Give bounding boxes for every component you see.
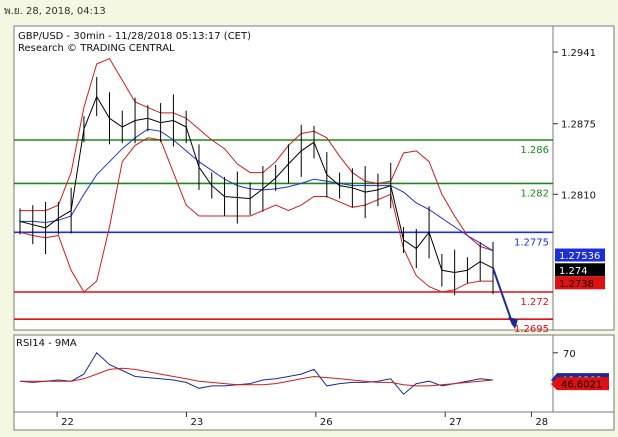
time-tick-label: 28 bbox=[535, 417, 548, 428]
rsi-tick-label: 70 bbox=[563, 349, 576, 360]
price-close-line bbox=[19, 95, 494, 274]
rsi-tag-box bbox=[551, 377, 609, 391]
price-tag-box bbox=[555, 263, 605, 277]
rsi-ma-line bbox=[20, 367, 494, 387]
price-tag-box bbox=[555, 276, 605, 290]
price-tag-label: 1.2738 bbox=[559, 279, 594, 290]
rsi-tag-label: 46.6021 bbox=[561, 380, 602, 391]
moving-average-line bbox=[20, 128, 494, 252]
header-date-time: พ.ย. 28, 2018, 04:13 bbox=[4, 6, 106, 17]
bollinger-lower-line bbox=[19, 137, 493, 293]
bollinger-upper-line bbox=[20, 57, 494, 252]
price-panel bbox=[13, 25, 554, 331]
price-tag-label: 1.274 bbox=[559, 266, 588, 277]
time-tick-label: 27 bbox=[449, 417, 462, 428]
price-tick-label: 1.2941 bbox=[561, 48, 596, 59]
time-tick-label: 22 bbox=[61, 417, 74, 428]
time-tick-label: 26 bbox=[320, 417, 333, 428]
level-label: 1.272 bbox=[520, 297, 549, 308]
forecast-arrow-head bbox=[508, 317, 518, 330]
price-tag-label: 1.27536 bbox=[559, 251, 600, 262]
level-label: 1.282 bbox=[520, 188, 549, 199]
chart-subtitle: Research © TRADING CENTRAL bbox=[18, 43, 175, 54]
level-label: 1.2695 bbox=[514, 324, 549, 335]
chart-title: GBP/USD - 30min - 11/28/2018 05:13:17 (C… bbox=[18, 31, 251, 42]
forecast-arrow-line bbox=[492, 267, 514, 326]
price-tag-box bbox=[555, 248, 605, 262]
time-axis-panel bbox=[13, 411, 615, 431]
rsi-panel bbox=[13, 334, 554, 413]
time-tick-label: 23 bbox=[190, 417, 203, 428]
rsi-label: RSI14 - 9MA bbox=[16, 338, 77, 349]
level-label: 1.286 bbox=[520, 145, 549, 156]
level-label: 1.2775 bbox=[514, 237, 549, 248]
price-tick-label: 1.2875 bbox=[561, 120, 596, 131]
price-tick-label: 1.2810 bbox=[561, 190, 596, 201]
